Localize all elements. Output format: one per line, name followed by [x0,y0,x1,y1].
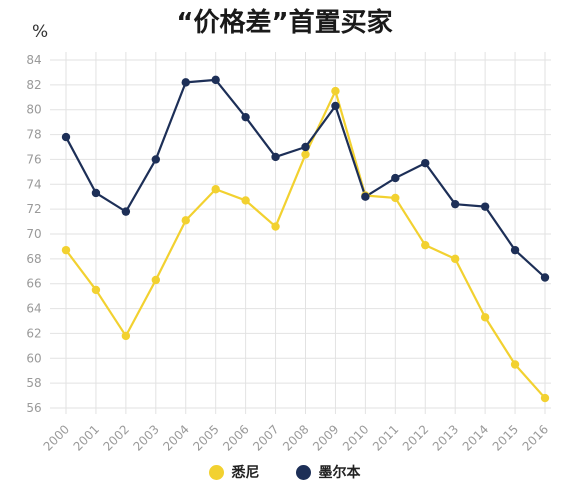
y-tick-label: 62 [26,326,41,340]
y-tick-label: 72 [26,202,41,216]
data-point-sydney [241,196,250,205]
legend-swatch-sydney [208,464,224,480]
data-point-melbourne [121,207,131,216]
data-point-melbourne [331,101,340,111]
x-tick-label: 2001 [71,422,102,453]
legend: 悉尼 墨尔本 [0,462,569,482]
data-point-sydney [211,185,220,194]
data-point-sydney [301,150,310,159]
y-tick-label: 82 [26,78,41,92]
data-point-sydney [421,240,430,250]
data-point-melbourne [91,188,101,198]
data-point-sydney [61,245,71,255]
x-tick-label: 2016 [520,422,551,453]
data-point-melbourne [151,155,161,164]
y-axis-unit-label: % [32,22,49,42]
y-tick-label: 78 [26,128,41,142]
data-point-sydney [151,275,161,285]
x-tick-label: 2009 [310,422,341,453]
legend-item-sydney: 悉尼 [208,462,260,482]
y-tick-label: 60 [26,351,41,365]
y-tick-label: 56 [26,401,41,415]
data-point-sydney [331,86,340,96]
data-point-sydney [510,360,520,369]
data-point-melbourne [181,78,190,87]
data-point-melbourne [450,199,460,209]
y-tick-label: 58 [26,376,41,390]
data-point-sydney [480,313,490,322]
x-tick-label: 2007 [250,422,281,453]
x-tick-label: 2006 [220,422,251,453]
data-point-melbourne [421,158,430,168]
data-point-melbourne [391,173,400,183]
data-point-melbourne [241,112,250,122]
y-tick-label: 68 [26,252,41,266]
x-tick-label: 2015 [490,422,521,453]
data-point-melbourne [61,132,71,142]
data-point-melbourne [361,192,370,201]
x-tick-label: 2005 [190,422,221,453]
x-tick-label: 2011 [370,422,401,453]
x-tick-label: 2004 [160,422,191,453]
data-point-sydney [181,216,190,225]
y-tick-label: 66 [26,277,41,291]
y-tick-label: 74 [26,177,41,191]
x-tick-label: 2002 [100,422,131,453]
x-tick-label: 2010 [340,422,371,453]
legend-label-sydney: 悉尼 [231,465,260,481]
x-tick-label: 2014 [460,422,491,453]
x-tick-label: 2008 [280,422,311,453]
data-point-melbourne [301,142,310,152]
y-tick-label: 70 [26,227,41,241]
x-tick-label: 2013 [430,422,461,453]
data-point-sydney [450,254,460,264]
data-point-sydney [91,285,101,295]
data-point-melbourne [271,152,280,162]
data-point-melbourne [540,273,550,282]
data-point-melbourne [480,202,490,211]
x-tick-label: 2003 [130,422,161,453]
legend-label-melbourne: 墨尔本 [318,465,361,481]
data-point-sydney [540,393,550,403]
x-tick-label: 2000 [41,422,72,453]
y-tick-label: 84 [26,53,41,67]
data-point-melbourne [510,245,520,255]
y-tick-label: 64 [26,302,41,316]
data-point-sydney [391,193,400,203]
legend-swatch-melbourne [295,464,311,480]
data-point-melbourne [211,75,220,85]
chart-title: “价格差”首置买家 [176,8,393,38]
y-tick-label: 80 [26,103,41,117]
data-point-sydney [271,222,280,231]
data-point-sydney [121,331,131,341]
legend-item-melbourne: 墨尔本 [295,462,361,482]
x-tick-label: 2012 [400,422,431,453]
y-tick-label: 76 [26,152,41,166]
